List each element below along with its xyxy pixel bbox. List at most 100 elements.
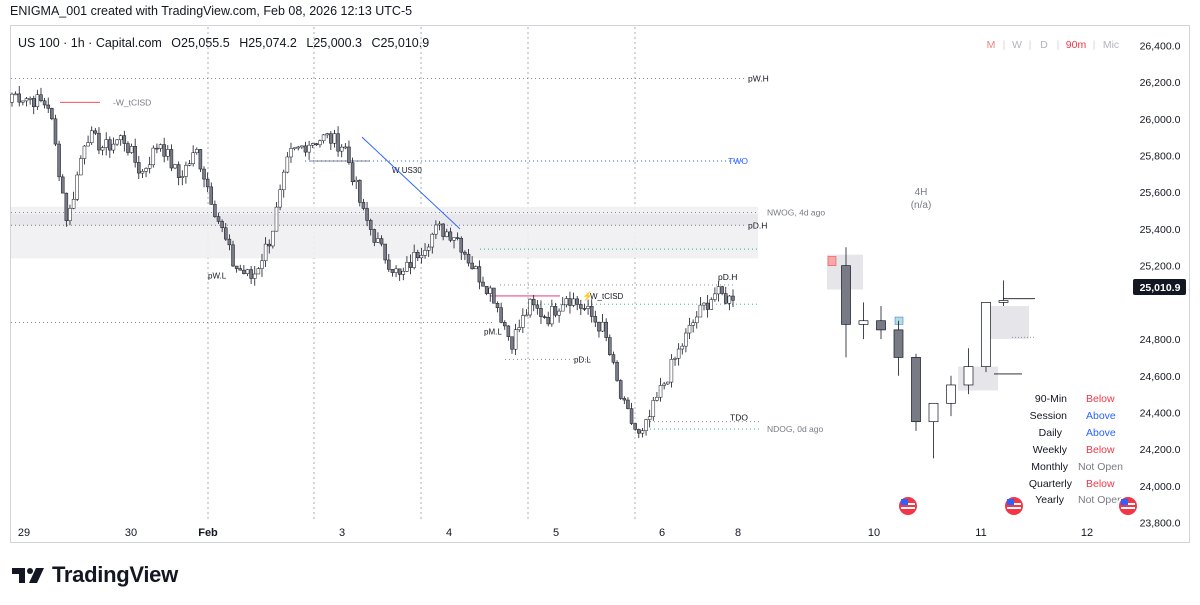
ohlc-high-value: 25,074.2 xyxy=(248,36,297,50)
htf-candle-body xyxy=(963,366,974,386)
candle-body xyxy=(57,143,61,178)
us-flag-icon[interactable] xyxy=(1117,495,1139,517)
candle-body xyxy=(184,165,188,177)
candle-body xyxy=(104,139,108,148)
level-label: pW.L xyxy=(208,272,227,281)
candle-body xyxy=(343,146,348,149)
bias-value-weekly: Below xyxy=(1086,444,1115,456)
candle-body xyxy=(528,298,532,316)
candle-body xyxy=(300,145,304,148)
bias-value-monthly: Not Open xyxy=(1078,461,1123,473)
candle-body xyxy=(481,281,485,287)
timeframe-mic[interactable]: Mic xyxy=(1103,39,1119,51)
y-tick-label: 24,000.0 xyxy=(1140,481,1181,493)
bias-label-quarterly: Quarterly xyxy=(1029,478,1073,490)
timeframe-d[interactable]: D xyxy=(1040,39,1048,51)
htf-candle-body xyxy=(998,300,1009,303)
candle-body xyxy=(452,237,456,241)
candle-body xyxy=(658,385,663,398)
candle-body xyxy=(390,269,395,273)
candle-body xyxy=(318,140,322,146)
htf-candle-body xyxy=(893,329,904,358)
candle-body xyxy=(89,130,94,143)
tradingview-logo-icon xyxy=(12,568,44,583)
candle-body xyxy=(166,149,170,157)
tradingview-brand: TradingView xyxy=(52,562,178,587)
x-tick-label: 6 xyxy=(659,527,665,539)
x-tick-label: 8 xyxy=(735,527,741,539)
ohlc-o-label: O xyxy=(171,36,181,50)
candle-body xyxy=(144,168,148,172)
candle-body xyxy=(245,269,250,274)
candle-body xyxy=(242,269,246,274)
htf-candle-body xyxy=(928,402,939,423)
timeframe-w[interactable]: W xyxy=(1012,39,1022,51)
candle-body xyxy=(459,238,464,253)
candle-body xyxy=(234,265,239,269)
candle-body xyxy=(10,93,14,103)
ohlc-close-value: 25,010.9 xyxy=(381,36,430,50)
candle-body xyxy=(314,143,319,146)
candle-body xyxy=(24,98,29,102)
candle-body xyxy=(408,262,413,268)
candle-body xyxy=(716,286,721,295)
candle-body xyxy=(310,143,315,146)
x-tick-label: Feb xyxy=(198,527,218,539)
candle-body xyxy=(571,298,576,306)
candle-body xyxy=(227,238,232,246)
candle-body xyxy=(622,398,627,401)
candle-body xyxy=(419,255,424,259)
level-label: TWO xyxy=(728,156,748,166)
candle-body xyxy=(615,362,619,381)
candle-body xyxy=(441,223,445,237)
bias-value-90min: Below xyxy=(1086,393,1115,405)
level-label: pW.H xyxy=(748,73,769,83)
candle-body xyxy=(285,156,290,173)
candle-body xyxy=(720,286,724,294)
candle-body xyxy=(173,164,177,169)
candle-body xyxy=(713,293,717,300)
candle-body xyxy=(521,315,525,328)
y-tick-label: 24,600.0 xyxy=(1140,371,1181,383)
timeframe-90m[interactable]: 90m xyxy=(1066,39,1087,51)
candle-body xyxy=(263,243,268,262)
candle-body xyxy=(542,316,547,318)
symbol-title[interactable]: US 100 · 1h · Capital.com xyxy=(18,36,162,50)
candle-body xyxy=(684,332,688,347)
us-flag-icon[interactable] xyxy=(1003,495,1025,517)
candle-body xyxy=(669,359,674,383)
candle-body xyxy=(332,133,337,144)
x-tick-label: 30 xyxy=(125,527,137,539)
htf-candle-body xyxy=(841,265,851,325)
timeframe-m[interactable]: M xyxy=(987,39,996,51)
htf-candle-body xyxy=(876,320,886,331)
candle-body xyxy=(423,250,427,256)
candle-body xyxy=(158,144,163,149)
candle-body xyxy=(705,302,710,310)
bias-label-weekly: Weekly xyxy=(1033,444,1068,456)
candle-body xyxy=(339,146,344,152)
candle-body xyxy=(397,268,402,275)
htf-zone xyxy=(985,306,1029,340)
tradingview-logo[interactable]: TradingView xyxy=(12,562,178,588)
y-tick-label: 25,600.0 xyxy=(1140,187,1181,199)
x-tick-label: 3 xyxy=(339,527,345,539)
candle-body xyxy=(329,133,333,144)
candle-body xyxy=(662,383,666,386)
us-flag-icon[interactable] xyxy=(897,495,919,517)
candle-body xyxy=(506,325,511,337)
candle-body xyxy=(209,186,214,205)
candle-body xyxy=(147,164,152,169)
candle-body xyxy=(488,287,493,294)
candle-body xyxy=(466,253,471,264)
level-label: pM.L xyxy=(484,328,502,337)
candle-body xyxy=(368,220,373,230)
candle-body xyxy=(553,306,558,316)
candle-body xyxy=(205,178,210,188)
ohlc-c-label: C xyxy=(371,36,380,50)
candle-body xyxy=(126,143,130,153)
candle-body xyxy=(560,304,565,312)
level-label: NWOG, 4d ago xyxy=(767,207,825,217)
candle-body xyxy=(361,202,366,209)
